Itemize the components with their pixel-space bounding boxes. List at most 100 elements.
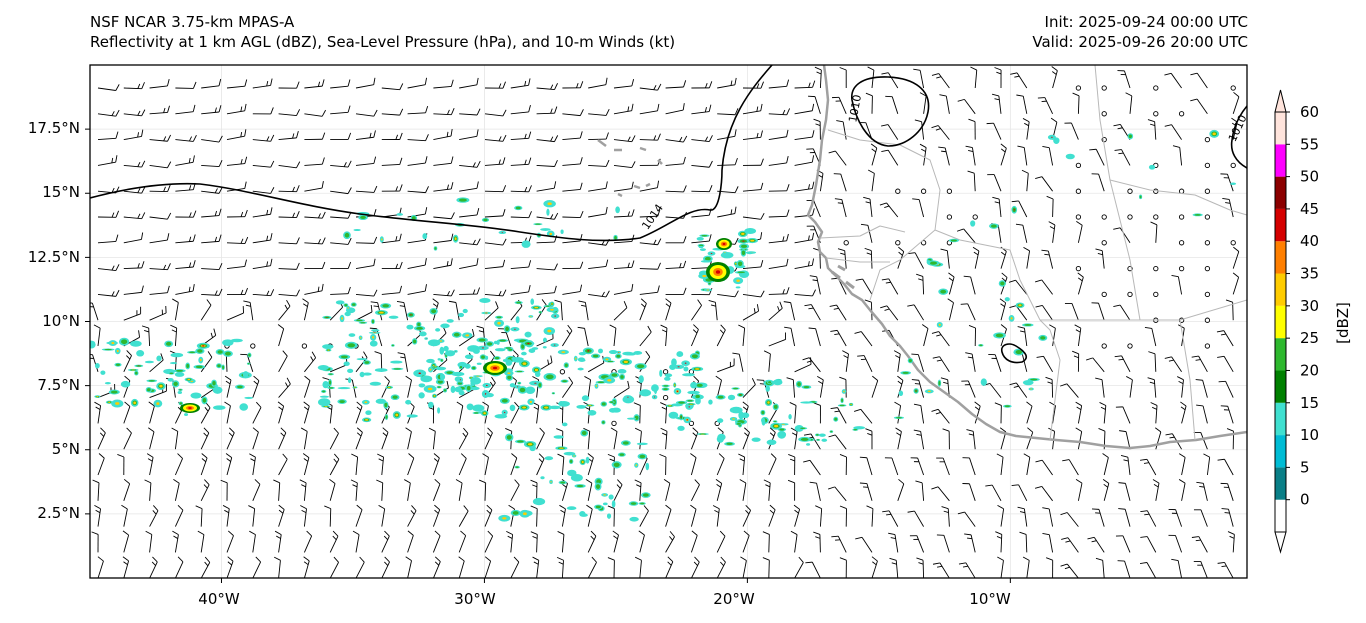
barb-flag <box>653 85 657 90</box>
barb-flag <box>450 156 454 164</box>
wind-barb <box>1217 355 1234 373</box>
barb-flag <box>270 134 275 142</box>
echo-cell <box>607 360 614 363</box>
echo-cell <box>1051 136 1053 138</box>
barb-flag <box>865 201 871 204</box>
barb-staff <box>484 266 503 270</box>
barb-flag <box>815 505 822 510</box>
echo-cell <box>356 319 363 322</box>
barb-staff <box>123 238 142 244</box>
wind-barb <box>299 479 307 501</box>
calm-circle <box>688 420 695 427</box>
barb-staff <box>836 304 847 321</box>
barb-staff <box>914 252 924 269</box>
barb-flag <box>347 237 352 245</box>
echo-cell <box>559 447 564 449</box>
calm-circle <box>895 188 901 194</box>
barb-staff <box>123 406 131 424</box>
barb-flag <box>507 535 513 539</box>
echo-cell <box>627 396 629 398</box>
barb-staff <box>917 354 925 372</box>
wind-barb <box>794 103 815 115</box>
barb-staff <box>303 560 310 578</box>
wind-barb <box>742 130 763 141</box>
barb-staff <box>1026 121 1030 140</box>
wind-barb <box>963 275 976 295</box>
barb-flag <box>502 134 507 142</box>
echo-cell <box>699 248 706 251</box>
barb-flag <box>590 530 597 537</box>
barb-flag <box>321 237 326 245</box>
barb-flag <box>550 108 553 114</box>
barb-flag <box>623 301 628 308</box>
barb-flag <box>605 290 610 298</box>
echo-cell <box>710 253 713 254</box>
wind-barb <box>788 454 796 476</box>
barb-flag <box>296 262 300 270</box>
barb-staff <box>1196 72 1208 89</box>
barb-flag <box>730 80 733 86</box>
barb-staff <box>536 432 545 450</box>
barb-flag <box>210 332 213 338</box>
wind-barb <box>987 174 1002 192</box>
barb-flag <box>1035 176 1043 179</box>
barb-flag <box>255 556 261 563</box>
barb-staff <box>123 136 142 141</box>
barb-flag <box>192 284 195 292</box>
wind-barb <box>90 302 99 321</box>
wind-barb <box>201 160 223 168</box>
barb-staff <box>613 139 632 143</box>
barb-staff <box>717 84 735 89</box>
wind-barb <box>122 530 130 553</box>
barb-flag <box>539 427 545 434</box>
barb-staff <box>871 173 875 192</box>
wind-barb <box>768 184 790 192</box>
barb-staff <box>1077 405 1083 424</box>
barb-staff <box>921 121 925 140</box>
barb-flag <box>270 160 275 168</box>
echo-cell <box>739 394 742 396</box>
wind-barb <box>329 453 340 476</box>
echo-cell <box>445 350 456 357</box>
calm-circle <box>972 214 978 220</box>
echo-cell <box>687 390 700 395</box>
barb-staff <box>742 328 746 347</box>
wind-barb <box>708 300 718 321</box>
wind-barb <box>717 77 737 89</box>
barb-flag <box>373 236 378 244</box>
wind-barb <box>149 233 170 244</box>
barb-flag <box>974 401 981 407</box>
barb-flag <box>1075 329 1081 333</box>
barb-staff <box>948 302 954 321</box>
barb-flag <box>188 157 191 164</box>
barb-flag <box>554 135 559 142</box>
barb-flag <box>111 157 114 163</box>
echo-cell <box>616 354 621 358</box>
barb-staff <box>407 560 412 578</box>
echo-cell <box>587 350 590 352</box>
barb-flag <box>895 355 900 359</box>
barb-flag <box>292 212 295 218</box>
wind-barb <box>665 287 687 295</box>
echo-cell <box>177 391 183 394</box>
echo-cell <box>512 511 519 515</box>
wind-barb <box>506 530 514 553</box>
barb-staff <box>252 239 271 244</box>
wind-barb <box>663 478 671 501</box>
barb-flag <box>317 81 321 87</box>
wind-barb <box>742 81 764 89</box>
barb-flag <box>373 305 379 307</box>
echo-cell <box>608 349 618 355</box>
wind-barb <box>889 557 899 578</box>
barb-staff <box>1048 147 1054 166</box>
wind-barb <box>536 83 558 91</box>
echo-cell <box>676 390 679 392</box>
echo-cell <box>237 385 243 389</box>
wind-barb <box>808 95 821 114</box>
wind-barb <box>942 428 950 450</box>
echo-cell <box>853 428 858 431</box>
barb-flag <box>1000 246 1007 252</box>
wind-barb <box>404 479 411 501</box>
barb-flag <box>249 453 256 458</box>
wind-barb <box>1095 557 1105 578</box>
